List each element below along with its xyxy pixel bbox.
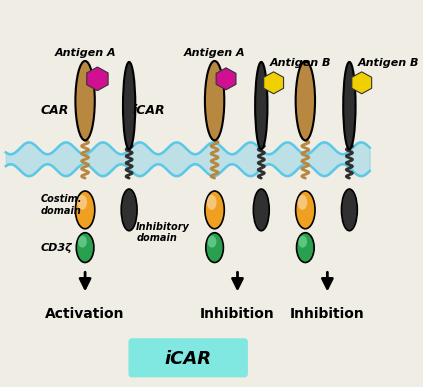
Polygon shape [264,72,283,94]
Text: Inhibition: Inhibition [200,307,275,321]
Text: Antigen B: Antigen B [270,58,332,68]
Ellipse shape [206,233,223,262]
Ellipse shape [121,189,137,231]
Ellipse shape [205,61,224,140]
Ellipse shape [297,233,314,262]
Ellipse shape [75,191,95,229]
Text: iCAR: iCAR [165,350,212,368]
Ellipse shape [123,62,135,149]
Text: Antigen A: Antigen A [184,48,245,58]
Ellipse shape [298,195,307,210]
Text: iCAR: iCAR [133,104,165,117]
FancyBboxPatch shape [129,339,247,377]
Text: Inhibitory
domain: Inhibitory domain [136,222,190,243]
Ellipse shape [207,195,217,210]
Ellipse shape [75,61,95,140]
Ellipse shape [77,195,87,210]
Polygon shape [87,67,108,91]
Ellipse shape [205,191,224,229]
Text: CD3ζ: CD3ζ [41,243,73,253]
Ellipse shape [341,189,357,231]
Ellipse shape [343,62,356,149]
Text: Inhibition: Inhibition [290,307,365,321]
Ellipse shape [253,189,269,231]
Ellipse shape [255,62,267,149]
Polygon shape [352,72,372,94]
Ellipse shape [78,236,87,248]
Text: Antigen A: Antigen A [54,48,116,58]
Text: Antigen B: Antigen B [358,58,420,68]
Polygon shape [216,68,236,90]
Ellipse shape [76,233,94,262]
Ellipse shape [298,236,307,248]
Ellipse shape [296,191,315,229]
Text: CAR: CAR [41,104,69,117]
Ellipse shape [208,236,216,248]
Text: Activation: Activation [45,307,125,321]
Ellipse shape [296,61,315,140]
Text: Costim.
domain: Costim. domain [41,194,82,216]
